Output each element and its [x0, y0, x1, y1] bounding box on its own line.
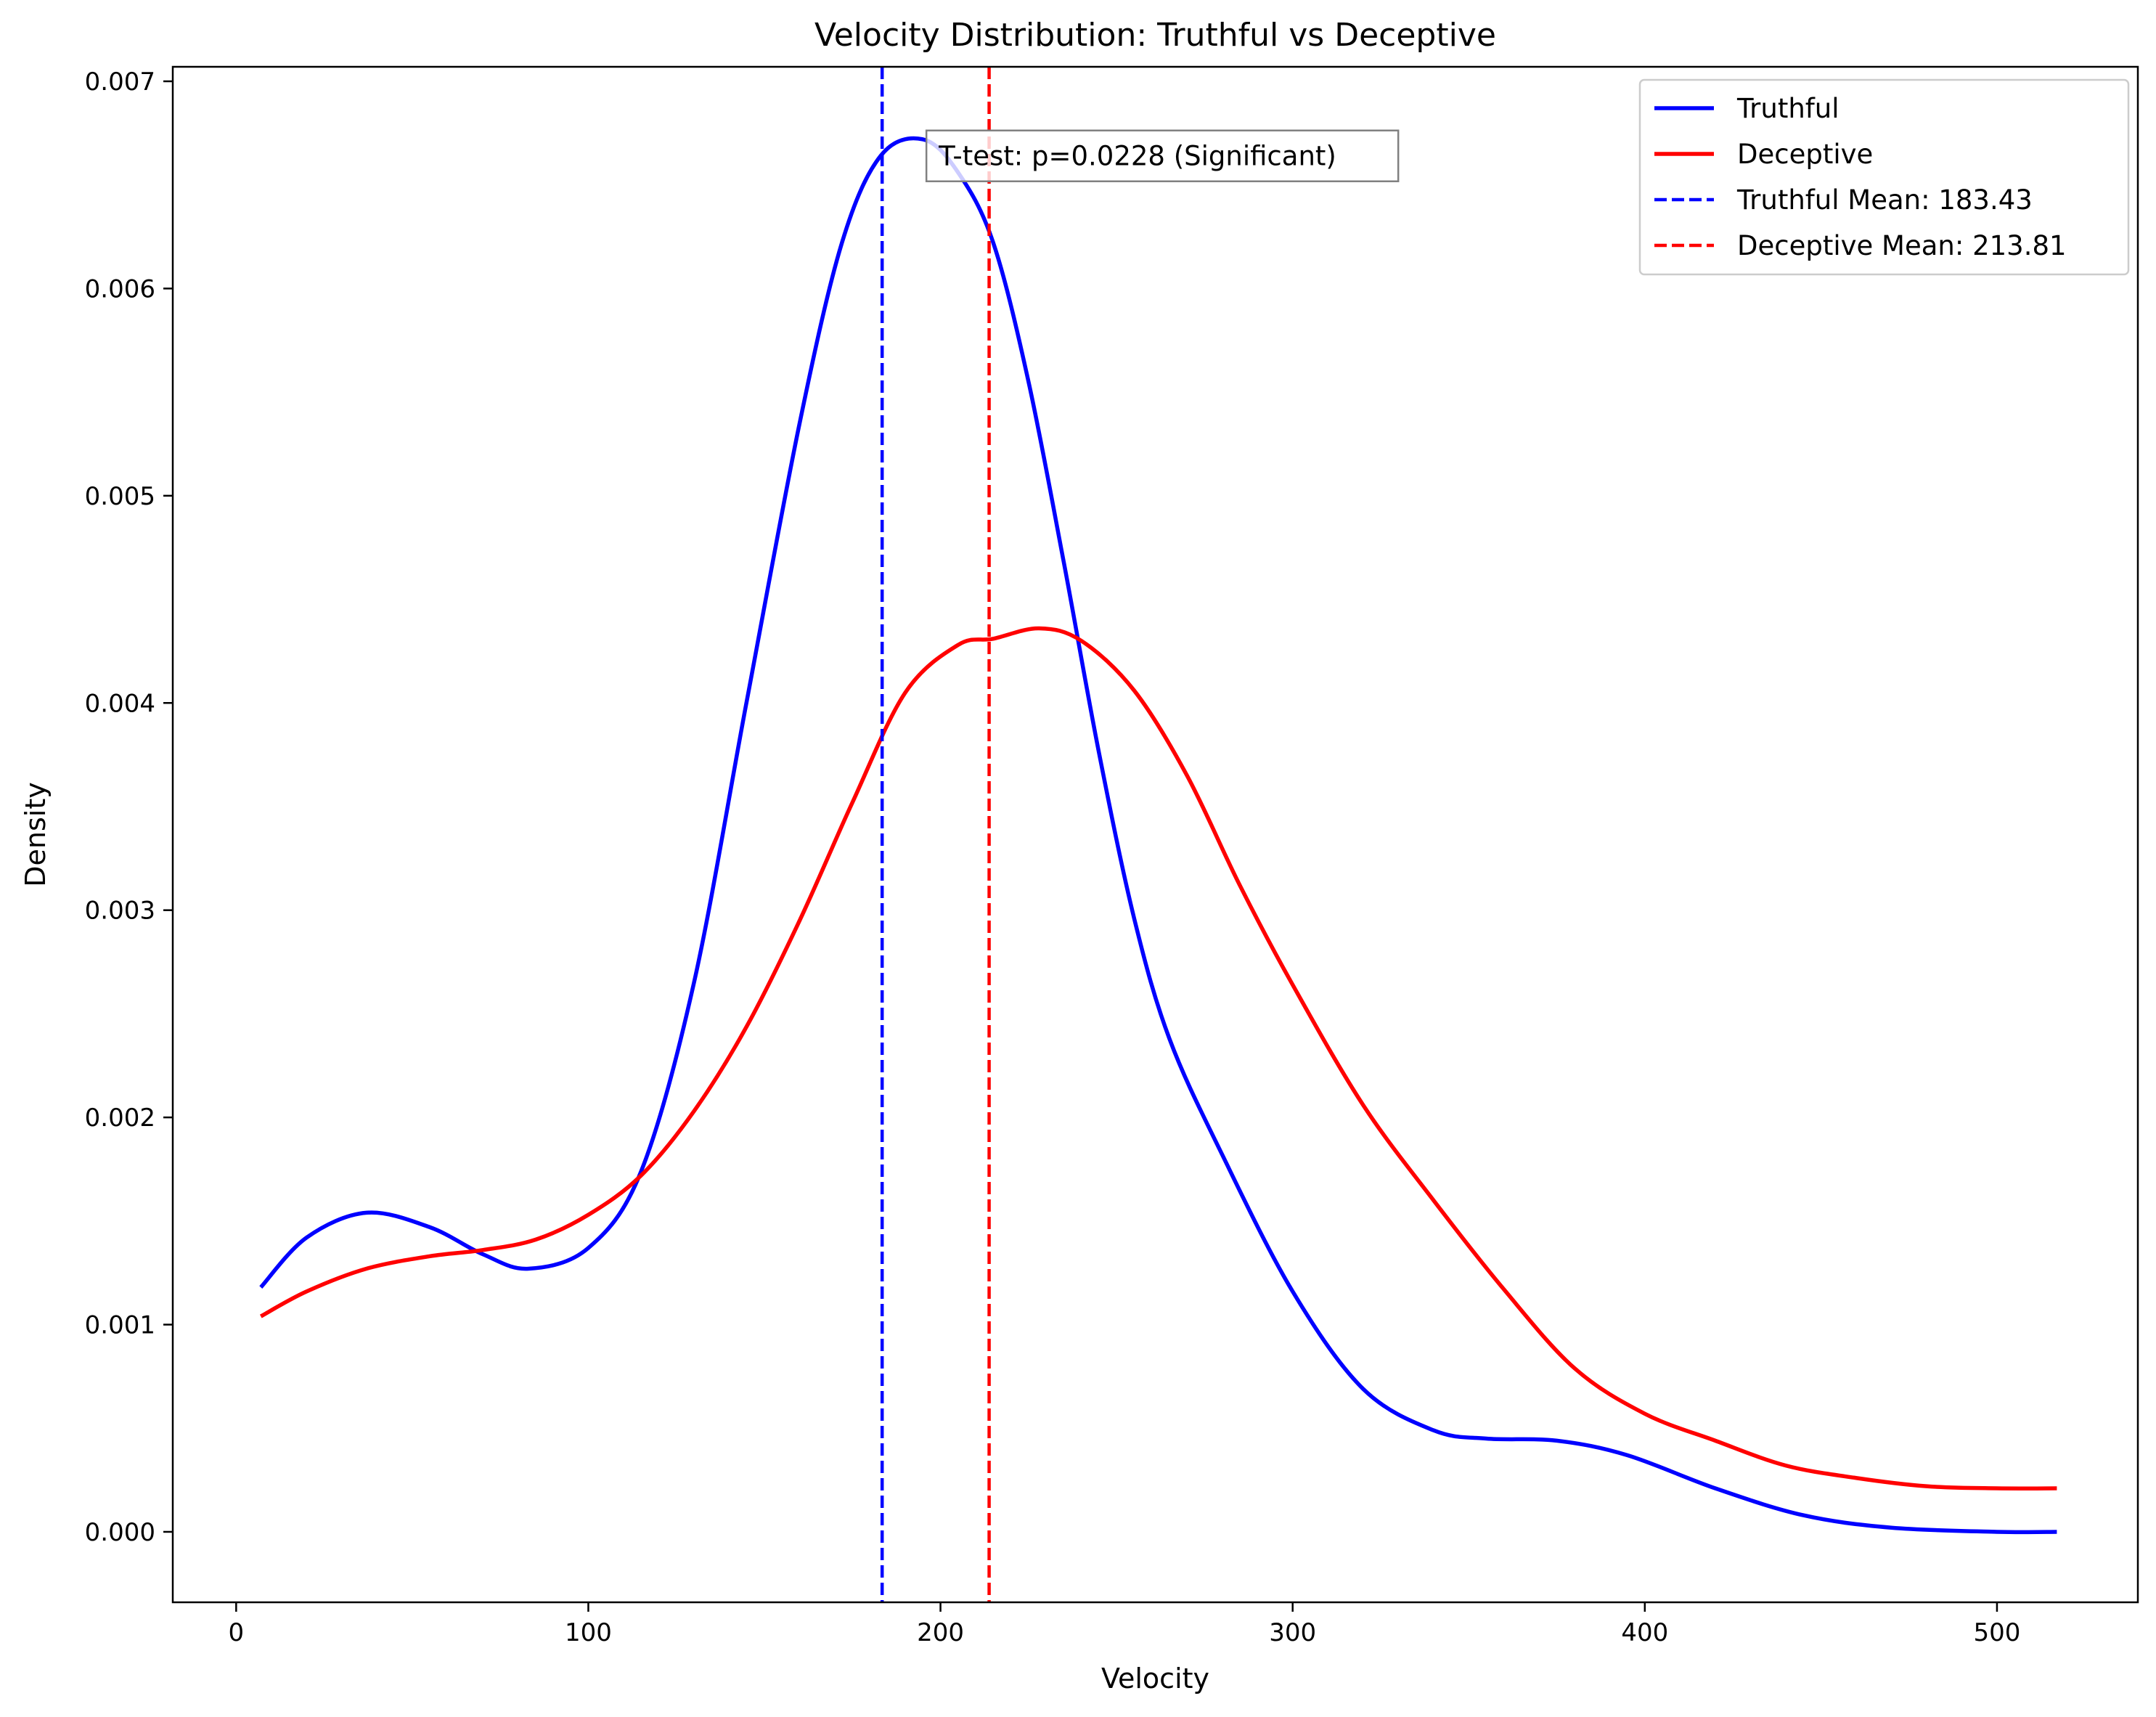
x-tick-label: 300 — [1269, 1618, 1316, 1647]
y-tick-label: 0.001 — [85, 1311, 155, 1340]
y-tick-label: 0.004 — [85, 689, 155, 718]
x-axis: 0 100 200 300 400 500 — [229, 1602, 2020, 1647]
x-tick-label: 400 — [1621, 1618, 1668, 1647]
x-tick-label: 500 — [1973, 1618, 2020, 1647]
x-axis-label: Velocity — [1101, 1663, 1209, 1694]
series-line-truthful — [259, 136, 2057, 1535]
x-tick-label: 0 — [229, 1618, 245, 1647]
plot-frame — [171, 65, 2139, 1604]
annotation-frame — [925, 129, 1400, 182]
y-tick-label: 0.005 — [85, 482, 155, 511]
y-axis-label: Density — [20, 782, 52, 886]
y-tick-label: 0.006 — [85, 274, 155, 303]
x-tick-label: 100 — [565, 1618, 612, 1647]
legend-frame — [1638, 78, 2130, 276]
y-tick-label: 0.007 — [85, 68, 155, 97]
y-tick-label: 0.000 — [85, 1518, 155, 1547]
legend-label: Deceptive — [1737, 139, 1873, 170]
y-tick-label: 0.002 — [85, 1104, 155, 1133]
legend: Truthful Deceptive Truthful Mean: 183.43 De… — [1638, 78, 2130, 276]
y-tick-label: 0.003 — [85, 897, 155, 926]
legend-label: Truthful Mean: 183.43 — [1736, 184, 2033, 216]
series-line-deceptive — [259, 626, 2057, 1490]
annotation-text: T-test: p=0.0228 (Significant) — [938, 141, 1336, 172]
plot-area — [171, 65, 2139, 1604]
legend-label: Deceptive Mean: 213.81 — [1737, 230, 2067, 261]
annotation-box: T-test: p=0.0228 (Significant) — [925, 129, 1400, 182]
x-tick-label: 200 — [917, 1618, 964, 1647]
plot-content — [259, 67, 2057, 1602]
chart-title: Velocity Distribution: Truthful vs Decep… — [814, 17, 1496, 54]
y-axis: 0.000 0.001 0.002 0.003 0.004 0.005 0.006 0.007 — [85, 68, 173, 1547]
legend-label: Truthful — [1736, 93, 1839, 124]
